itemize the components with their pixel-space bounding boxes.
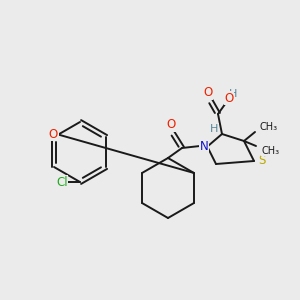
Text: H: H	[229, 89, 237, 99]
Text: Cl: Cl	[56, 176, 68, 188]
Text: O: O	[49, 128, 58, 140]
Text: CH₃: CH₃	[259, 122, 277, 132]
Text: O: O	[203, 86, 213, 100]
Text: O: O	[224, 92, 234, 104]
Text: O: O	[167, 118, 176, 131]
Text: CH₃: CH₃	[261, 146, 279, 156]
Text: S: S	[258, 154, 266, 167]
Text: N: N	[200, 140, 208, 152]
Text: H: H	[210, 124, 218, 134]
